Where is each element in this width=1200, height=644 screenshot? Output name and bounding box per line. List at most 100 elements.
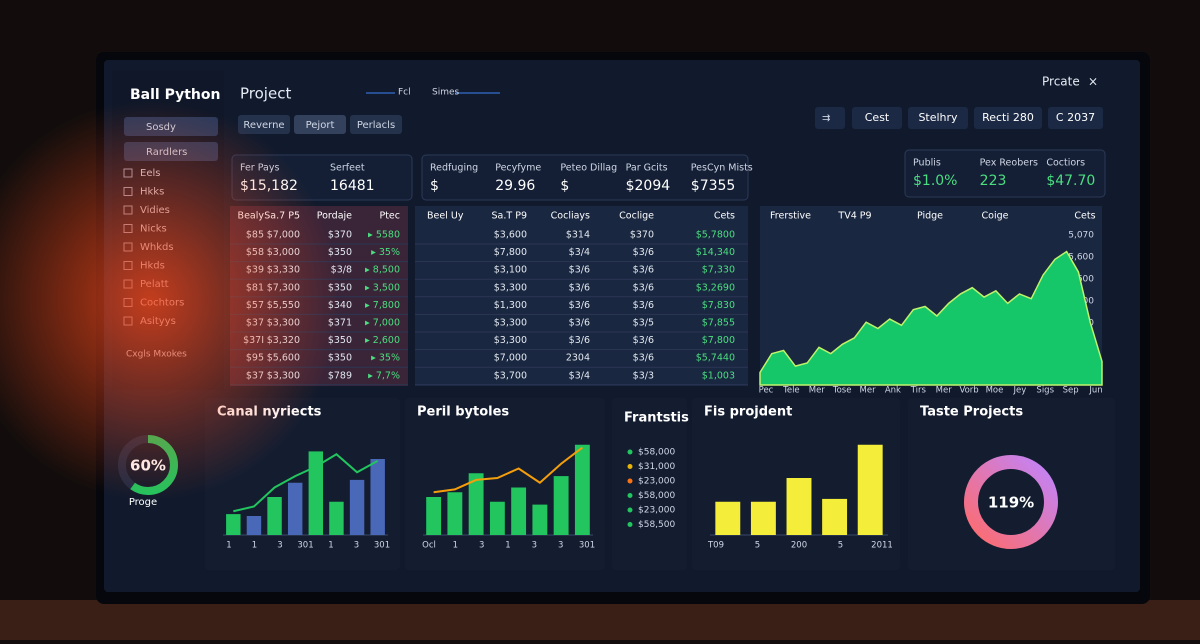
tab-button[interactable] — [238, 115, 290, 134]
x-tick-label: 200 — [791, 541, 807, 551]
panel-title: Fis projdent — [704, 405, 792, 420]
table-cell: $7,000 — [494, 353, 527, 364]
panel-title: Taste Projects — [920, 405, 1023, 420]
table-header: Sa.T P9 — [492, 211, 527, 222]
table-cell: $7,800 — [494, 247, 527, 258]
line — [433, 446, 583, 494]
legend-dot — [627, 522, 633, 527]
kpi-label: Pecyfyme — [495, 163, 541, 174]
x-tick-label: Tirs — [910, 386, 927, 396]
legend-dot — [627, 449, 633, 455]
kpi-value: $47.70 — [1046, 173, 1095, 189]
legend-entry: $31,000 — [638, 462, 675, 472]
chart-header: Pidge — [917, 211, 943, 222]
gauge-label: 119% — [988, 494, 1034, 512]
bar — [349, 479, 365, 535]
account-label[interactable]: Prcate — [1042, 75, 1080, 89]
x-tick-label: Tose — [832, 386, 852, 396]
toolbar-button[interactable] — [852, 107, 902, 129]
kpi-label: Serfeet — [330, 163, 365, 174]
toolbar-button[interactable] — [974, 107, 1042, 129]
legend-entry: $58,000 — [638, 448, 675, 458]
kpi-card — [904, 149, 1106, 198]
table-cell: ▸ 7,7% — [368, 370, 400, 381]
legend-dot — [627, 478, 633, 484]
tab-button[interactable] — [294, 115, 346, 134]
tab-button[interactable] — [350, 115, 402, 134]
x-tick-label: Pec — [759, 386, 774, 396]
close-icon[interactable]: × — [1088, 75, 1098, 89]
table-cell: ▸ 8,500 — [365, 265, 400, 276]
table-cell: $3,700 — [494, 370, 527, 381]
table-cell: $7,800 — [702, 335, 735, 346]
x-tick-label: 1 — [453, 541, 458, 551]
table-header: Coclige — [619, 211, 654, 222]
menu-button[interactable] — [815, 107, 845, 129]
line — [233, 453, 379, 513]
x-tick-label: Ank — [885, 386, 901, 396]
table-cell: $7,855 — [702, 318, 735, 329]
table-cell: $3/8 — [331, 265, 352, 276]
gauge-caption: Proge — [129, 497, 157, 508]
kpi-value: $7355 — [691, 178, 736, 194]
toolbar-label: Stelhry — [918, 111, 958, 124]
toolbar-label: Cest — [865, 111, 890, 124]
panel — [612, 398, 687, 570]
kpi-label: Par Gcits — [626, 163, 668, 174]
x-tick-label: Ocl — [422, 541, 436, 551]
kpi-label: Coctiors — [1046, 158, 1085, 169]
panel-title: Peril bytoles — [417, 405, 509, 420]
x-tick-label: 301 — [297, 541, 313, 551]
table-cell: $371 — [328, 318, 352, 329]
x-tick-label: 1 — [252, 541, 257, 551]
kpi-label: Pex Reobers — [980, 158, 1038, 169]
tab-label: Reverne — [243, 120, 284, 131]
chart-header: Frerstive — [770, 211, 811, 222]
legend-entry: $58,000 — [638, 491, 675, 501]
chart-header: TV4 P9 — [837, 211, 871, 222]
table-cell: $3/6 — [569, 265, 590, 276]
kpi-value: $ — [430, 178, 439, 194]
x-tick-label: 5 — [838, 541, 843, 551]
table-cell: $3/5 — [633, 318, 654, 329]
kpi-value: 29.96 — [495, 178, 535, 194]
x-tick-label: Jey — [1012, 386, 1026, 396]
page-title: Project — [240, 85, 291, 103]
kpi-value: $ — [560, 178, 569, 194]
bar — [511, 487, 527, 535]
table-cell: $3/6 — [633, 353, 654, 364]
kpi-card — [421, 154, 749, 201]
toolbar-button[interactable] — [1048, 107, 1103, 129]
x-tick-label: 2011 — [871, 541, 893, 551]
x-tick-label: 3 — [558, 541, 563, 551]
panel — [908, 398, 1115, 570]
table-cell: $1,003 — [702, 370, 735, 381]
kpi-label: Peteo Dillag — [560, 163, 617, 174]
table-cell: $7,330 — [702, 265, 735, 276]
x-tick-label: 3 — [277, 541, 282, 551]
x-tick-label: Jun — [1088, 386, 1102, 396]
kpi-value: $2094 — [626, 178, 671, 194]
table-cell: $350 — [328, 247, 352, 258]
bar — [226, 514, 241, 535]
header-link[interactable]: Simes — [432, 88, 460, 98]
table-cell: $7,830 — [702, 300, 735, 311]
table-cell: $3/4 — [569, 247, 590, 258]
table-cell: $5,7800 — [696, 230, 735, 241]
light-glare — [0, 100, 340, 500]
table-cell: $350 — [328, 282, 352, 293]
table-cell: $350 — [328, 335, 352, 346]
gauge-arc — [964, 455, 1058, 549]
header-link[interactable]: Fcl — [398, 88, 411, 98]
toolbar-button[interactable] — [908, 107, 968, 129]
table-cell: ▸ 3,500 — [365, 282, 400, 293]
x-tick-label: 3 — [354, 541, 359, 551]
area — [759, 250, 1103, 386]
legend-dot — [627, 464, 633, 469]
x-tick-label: T09 — [707, 541, 724, 551]
legend-dot — [627, 507, 633, 513]
bar — [370, 459, 385, 535]
x-tick-label: Mer — [936, 386, 953, 396]
kpi-label: PesCyn Mists — [691, 163, 753, 174]
